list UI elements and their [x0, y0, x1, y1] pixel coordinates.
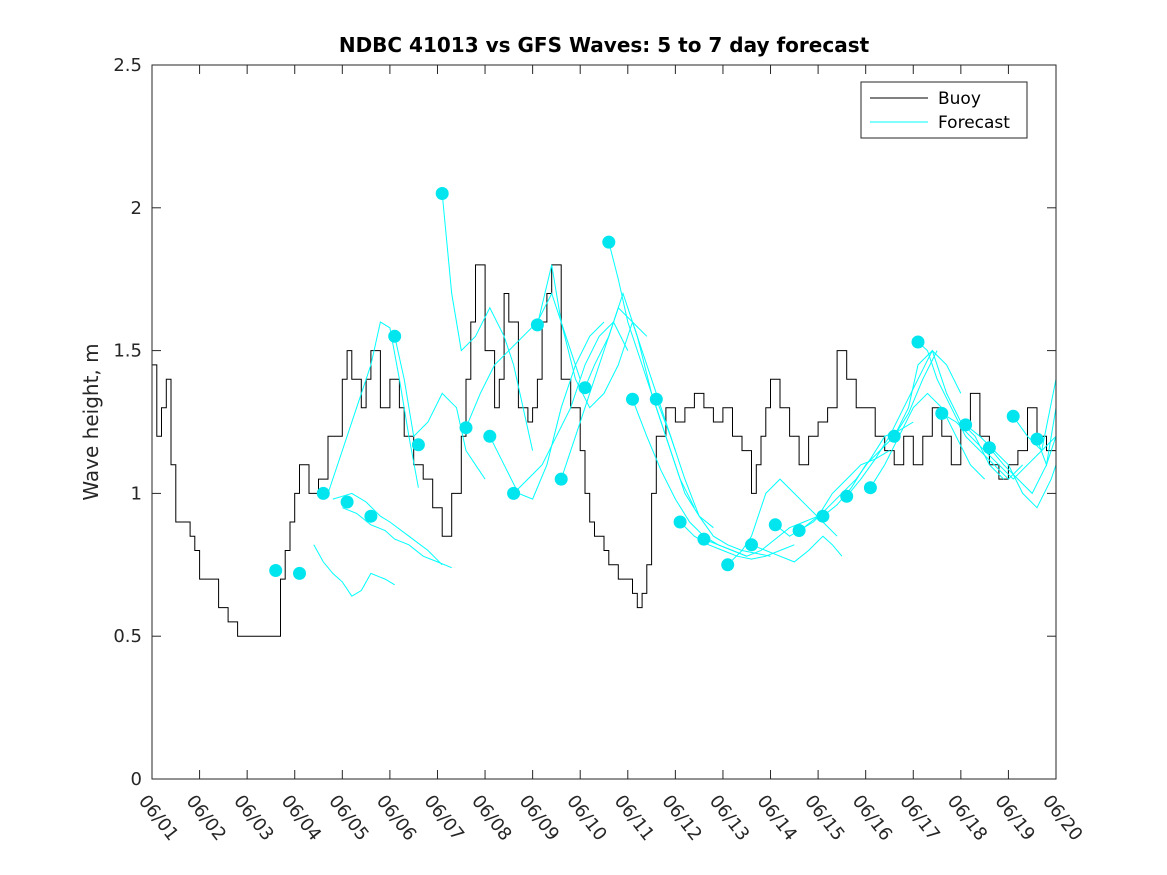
y-tick-label: 0.5: [113, 626, 142, 647]
forecast-marker-1: [269, 564, 283, 577]
forecast-run-line-19: [751, 535, 843, 563]
axes-box: [151, 64, 1057, 780]
x-tick-label: 06/20: [1038, 791, 1086, 845]
forecast-run-line-23: [846, 349, 962, 497]
forecast-marker-21: [745, 538, 758, 552]
forecast-run-line-1: [313, 544, 395, 597]
forecast-marker-10: [483, 429, 497, 443]
forecast-run-line-10: [536, 264, 648, 409]
forecast-marker-29: [935, 406, 949, 420]
x-tick-label: 06/09: [515, 791, 563, 845]
forecast-marker-2: [293, 566, 306, 580]
forecast-marker-27: [887, 429, 901, 443]
legend-buoy-label: Buoy: [938, 89, 981, 109]
forecast-marker-18: [673, 515, 687, 529]
x-tick-label: 06/13: [705, 791, 753, 845]
x-tick-label: 06/15: [800, 791, 848, 845]
forecast-marker-30: [959, 418, 973, 432]
y-tick-label: 1: [131, 483, 142, 504]
forecast-marker-20: [721, 558, 735, 572]
forecast-run-line-8: [489, 321, 605, 500]
forecast-marker-28: [911, 335, 925, 349]
x-tick-label: 06/10: [562, 791, 610, 845]
x-tick-label: 06/14: [753, 791, 801, 845]
forecast-marker-16: [626, 392, 639, 406]
forecast-marker-14: [578, 381, 592, 395]
forecast-marker-31: [982, 441, 996, 455]
series-layer: [152, 187, 1057, 637]
forecast-run-line-29: [989, 436, 1057, 495]
x-tick-label: 06/03: [229, 791, 277, 845]
x-tick-label: 06/17: [895, 791, 943, 845]
legend: Buoy Forecast: [860, 81, 1028, 139]
plot-area: [152, 65, 1056, 779]
forecast-marker-11: [507, 486, 521, 500]
forecast-marker-5: [364, 509, 378, 523]
forecast-run-line-6: [441, 193, 534, 451]
x-tick-label: 06/04: [277, 791, 325, 845]
y-axis-label: Wave height, m: [79, 343, 103, 500]
x-tick-label: 06/06: [372, 791, 420, 845]
forecast-run-line-24: [869, 392, 985, 488]
chart-title: NDBC 41013 vs GFS Waves: 5 to 7 day fore…: [339, 33, 870, 57]
x-tick-label: 06/11: [610, 791, 658, 845]
forecast-run-line-4: [327, 321, 419, 494]
forecast-run-line-2: [332, 492, 443, 566]
forecast-run-line-31: [1036, 407, 1057, 467]
forecast-run-line-5: [394, 336, 486, 480]
x-tick-label: 06/05: [324, 791, 372, 845]
x-tick-label: 06/16: [848, 791, 896, 845]
forecast-marker-9: [459, 421, 473, 435]
forecast-run-line-28: [965, 424, 1057, 509]
y-tick-label: 1.5: [113, 341, 142, 362]
forecast-marker-6: [388, 329, 402, 343]
forecast-marker-4: [340, 495, 354, 509]
y-tick-label: 2: [131, 198, 142, 219]
forecast-run-line-13: [608, 241, 714, 529]
y-tick-label: 0: [131, 769, 142, 790]
forecast-marker-3: [316, 486, 330, 500]
x-tick-label: 06/19: [990, 791, 1038, 845]
forecast-run-line-9: [513, 321, 629, 494]
forecast-marker-22: [768, 518, 782, 532]
forecast-marker-8: [435, 187, 449, 200]
x-tick-label: 06/12: [657, 791, 705, 845]
x-tick-label: 06/07: [420, 791, 468, 845]
forecast-marker-17: [649, 392, 663, 406]
forecast-marker-33: [1030, 432, 1044, 446]
x-tick-label: 06/18: [943, 791, 991, 845]
y-tick-label: 2.5: [113, 55, 142, 76]
forecast-run-line-3: [342, 507, 452, 569]
forecast-marker-19: [697, 532, 711, 546]
x-tick-label: 06/02: [182, 791, 230, 845]
forecast-run-line-17: [703, 515, 819, 557]
legend-box: [860, 81, 1028, 139]
forecast-marker-23: [792, 524, 806, 537]
forecast-run-line-26: [917, 341, 1024, 480]
forecast-marker-32: [1006, 409, 1020, 423]
forecast-marker-24: [816, 509, 830, 523]
forecast-marker-15: [602, 235, 616, 249]
forecast-marker-25: [840, 489, 854, 503]
legend-forecast-label: Forecast: [938, 113, 1010, 133]
x-tick-label: 06/01: [134, 791, 182, 845]
forecast-marker-12: [530, 318, 544, 332]
forecast-marker-7: [411, 438, 425, 452]
forecast-marker-26: [863, 481, 877, 495]
forecast-run-line-15: [655, 399, 771, 557]
x-tick-label: 06/08: [467, 791, 515, 845]
forecast-marker-13: [554, 472, 568, 486]
buoy-series-line: [152, 264, 1057, 637]
